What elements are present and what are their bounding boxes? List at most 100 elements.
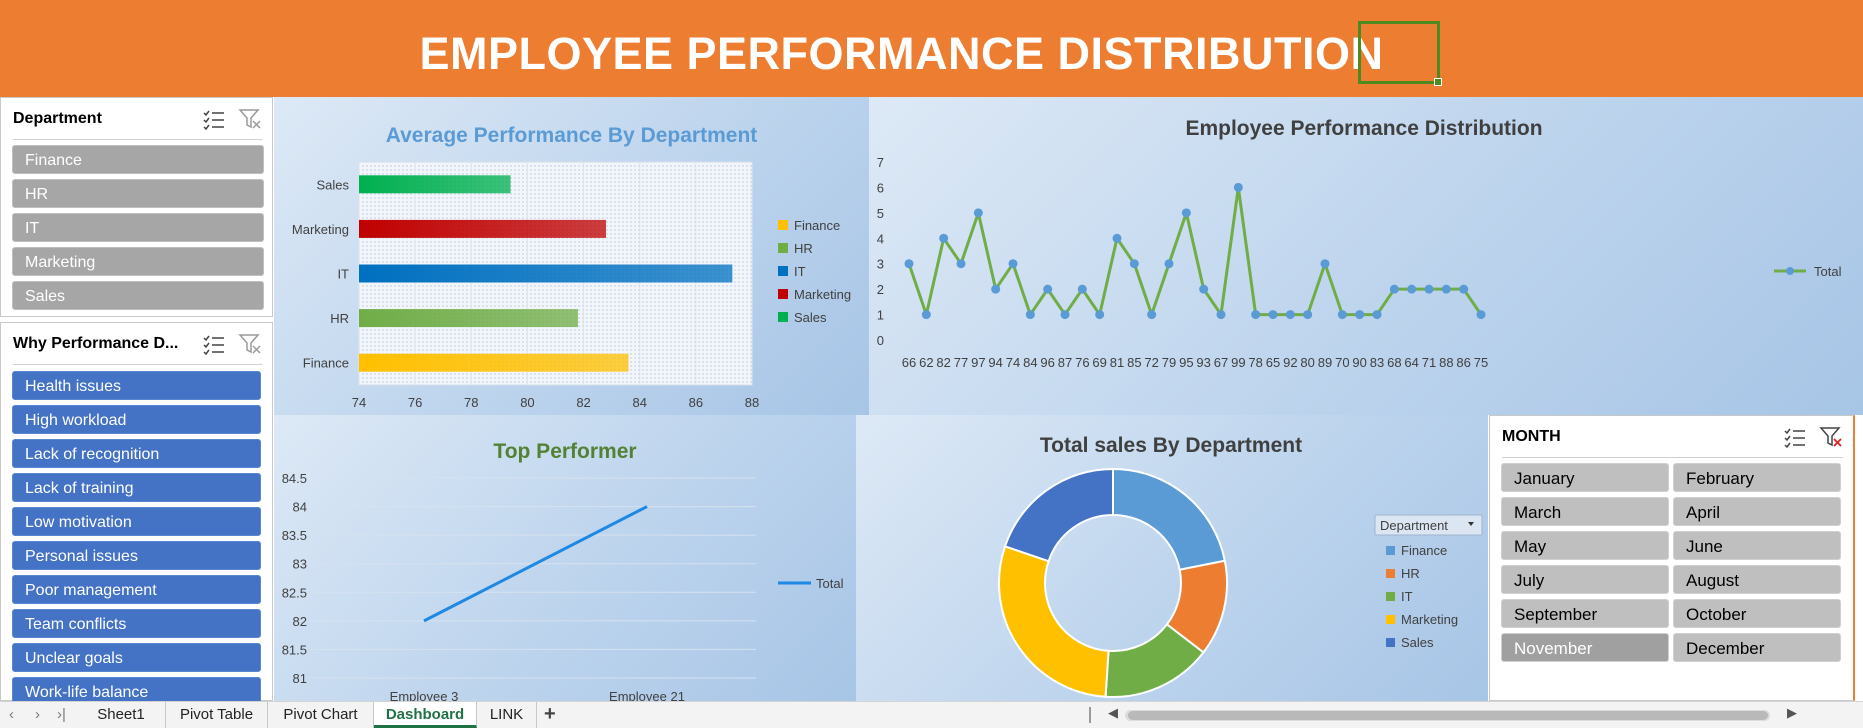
- data-point[interactable]: [1147, 310, 1157, 320]
- legend-field-button[interactable]: [1374, 514, 1483, 536]
- bar-it[interactable]: [359, 264, 733, 283]
- slicer-item-november[interactable]: November: [1501, 633, 1669, 662]
- data-point[interactable]: [1407, 284, 1417, 294]
- data-point[interactable]: [1303, 310, 1313, 320]
- data-point[interactable]: [1216, 310, 1226, 320]
- data-point[interactable]: [1129, 259, 1139, 269]
- slicer-item-january[interactable]: January: [1501, 463, 1669, 492]
- sheet-tab-pivot-table[interactable]: Pivot Table: [166, 702, 268, 728]
- series-line-total[interactable]: [423, 505, 648, 623]
- slicer-item-october[interactable]: October: [1673, 599, 1841, 628]
- sheet-tab-link[interactable]: LINK: [477, 702, 537, 728]
- data-point[interactable]: [1441, 284, 1451, 294]
- sales-donut-chart[interactable]: Total sales By Department Department Fina…: [856, 415, 1488, 701]
- x-tick-label: 78: [464, 395, 478, 410]
- data-point[interactable]: [1233, 182, 1243, 192]
- data-point[interactable]: [1095, 310, 1105, 320]
- data-point[interactable]: [1389, 284, 1399, 294]
- clear-filter-icon[interactable]: [238, 333, 262, 355]
- data-point[interactable]: [939, 233, 949, 243]
- slicer-item-march[interactable]: March: [1501, 497, 1669, 526]
- slicer-item-sales[interactable]: Sales: [12, 281, 264, 310]
- data-point[interactable]: [904, 259, 914, 269]
- slicer-item-july[interactable]: July: [1501, 565, 1669, 594]
- selected-cell[interactable]: [1358, 21, 1442, 86]
- dropdown-arrow-icon[interactable]: [1468, 522, 1474, 526]
- y-category-label: Sales: [316, 177, 349, 192]
- performance-distribution-chart[interactable]: Employee Performance Distribution 0 1 2 3 4 5…: [869, 97, 1863, 415]
- data-point[interactable]: [1181, 208, 1191, 218]
- scrollbar-thumb[interactable]: [1128, 711, 1768, 720]
- slicer-item-finance[interactable]: Finance: [12, 145, 264, 174]
- data-point[interactable]: [1285, 310, 1295, 320]
- slicer-item-personal-issues[interactable]: Personal issues: [12, 541, 261, 570]
- sheet-tab-pivot-chart[interactable]: Pivot Chart: [268, 702, 374, 728]
- data-point[interactable]: [1008, 259, 1018, 269]
- clear-filter-icon[interactable]: [1819, 426, 1843, 448]
- series-line-total[interactable]: [907, 185, 1483, 317]
- bar-hr[interactable]: [359, 309, 578, 328]
- data-point[interactable]: [1199, 284, 1209, 294]
- data-point[interactable]: [1372, 310, 1382, 320]
- slicer-item-june[interactable]: June: [1673, 531, 1841, 560]
- data-point[interactable]: [991, 284, 1001, 294]
- top-performer-chart[interactable]: Top Performer 81 81.5 82 82.5 83 83.5 84 84.5 Em…: [274, 415, 856, 701]
- slice-marketing[interactable]: [998, 545, 1110, 698]
- multi-select-icon[interactable]: [1783, 426, 1807, 448]
- data-point[interactable]: [1320, 259, 1330, 269]
- data-point[interactable]: [1112, 233, 1122, 243]
- data-point[interactable]: [1337, 310, 1347, 320]
- y-tick-label: 84.5: [282, 471, 307, 486]
- data-point[interactable]: [1355, 310, 1365, 320]
- slicer-item-marketing[interactable]: Marketing: [12, 247, 264, 276]
- slicer-item-february[interactable]: February: [1673, 463, 1841, 492]
- sheet-tab-sheet1[interactable]: Sheet1: [77, 702, 166, 728]
- prev-sheet-icon[interactable]: ‹: [9, 706, 14, 723]
- last-sheet-icon[interactable]: ›|: [57, 706, 66, 723]
- slicer-item-health-issues[interactable]: Health issues: [12, 371, 261, 400]
- slicer-item-low-motivation[interactable]: Low motivation: [12, 507, 261, 536]
- legend-swatch: [778, 243, 788, 253]
- slicer-item-unclear-goals[interactable]: Unclear goals: [12, 643, 261, 672]
- data-point[interactable]: [1459, 284, 1469, 294]
- slicer-item-team-conflicts[interactable]: Team conflicts: [12, 609, 261, 638]
- add-sheet-icon[interactable]: +: [544, 703, 556, 725]
- sheet-tab-dashboard[interactable]: Dashboard: [374, 702, 477, 728]
- scroll-right-icon[interactable]: ▶: [1787, 705, 1797, 720]
- multi-select-icon[interactable]: [202, 108, 226, 130]
- data-point[interactable]: [1476, 310, 1486, 320]
- slicer-item-lack-of-training[interactable]: Lack of training: [12, 473, 261, 502]
- slice-sales[interactable]: [1003, 467, 1114, 563]
- slicer-item-hr[interactable]: HR: [12, 179, 264, 208]
- data-point[interactable]: [1268, 310, 1278, 320]
- data-point[interactable]: [1025, 310, 1035, 320]
- avg-performance-chart[interactable]: Average Performance By Department 74 76 78…: [274, 97, 869, 415]
- slicer-item-lack-of-recognition[interactable]: Lack of recognition: [12, 439, 261, 468]
- data-point[interactable]: [1424, 284, 1434, 294]
- bar-marketing[interactable]: [359, 219, 607, 238]
- slicer-item-it[interactable]: IT: [12, 213, 264, 242]
- slicer-item-december[interactable]: December: [1673, 633, 1841, 662]
- data-point[interactable]: [1077, 284, 1087, 294]
- slice-finance[interactable]: [1112, 467, 1226, 571]
- data-point[interactable]: [1251, 310, 1261, 320]
- scroll-left-icon[interactable]: ◀: [1108, 705, 1118, 720]
- data-point[interactable]: [956, 259, 966, 269]
- clear-filter-icon[interactable]: [238, 108, 262, 130]
- bar-finance[interactable]: [359, 353, 629, 372]
- slicer-item-poor-management[interactable]: Poor management: [12, 575, 261, 604]
- data-point[interactable]: [1164, 259, 1174, 269]
- data-point[interactable]: [1060, 310, 1070, 320]
- data-point[interactable]: [921, 310, 931, 320]
- next-sheet-icon[interactable]: ›: [35, 706, 40, 723]
- slicer-item-august[interactable]: August: [1673, 565, 1841, 594]
- tab-split-handle[interactable]: [1089, 707, 1091, 723]
- slicer-item-high-workload[interactable]: High workload: [12, 405, 261, 434]
- multi-select-icon[interactable]: [202, 333, 226, 355]
- slicer-item-september[interactable]: September: [1501, 599, 1669, 628]
- slicer-item-april[interactable]: April: [1673, 497, 1841, 526]
- data-point[interactable]: [1043, 284, 1053, 294]
- data-point[interactable]: [973, 208, 983, 218]
- bar-sales[interactable]: [359, 175, 511, 194]
- slicer-item-may[interactable]: May: [1501, 531, 1669, 560]
